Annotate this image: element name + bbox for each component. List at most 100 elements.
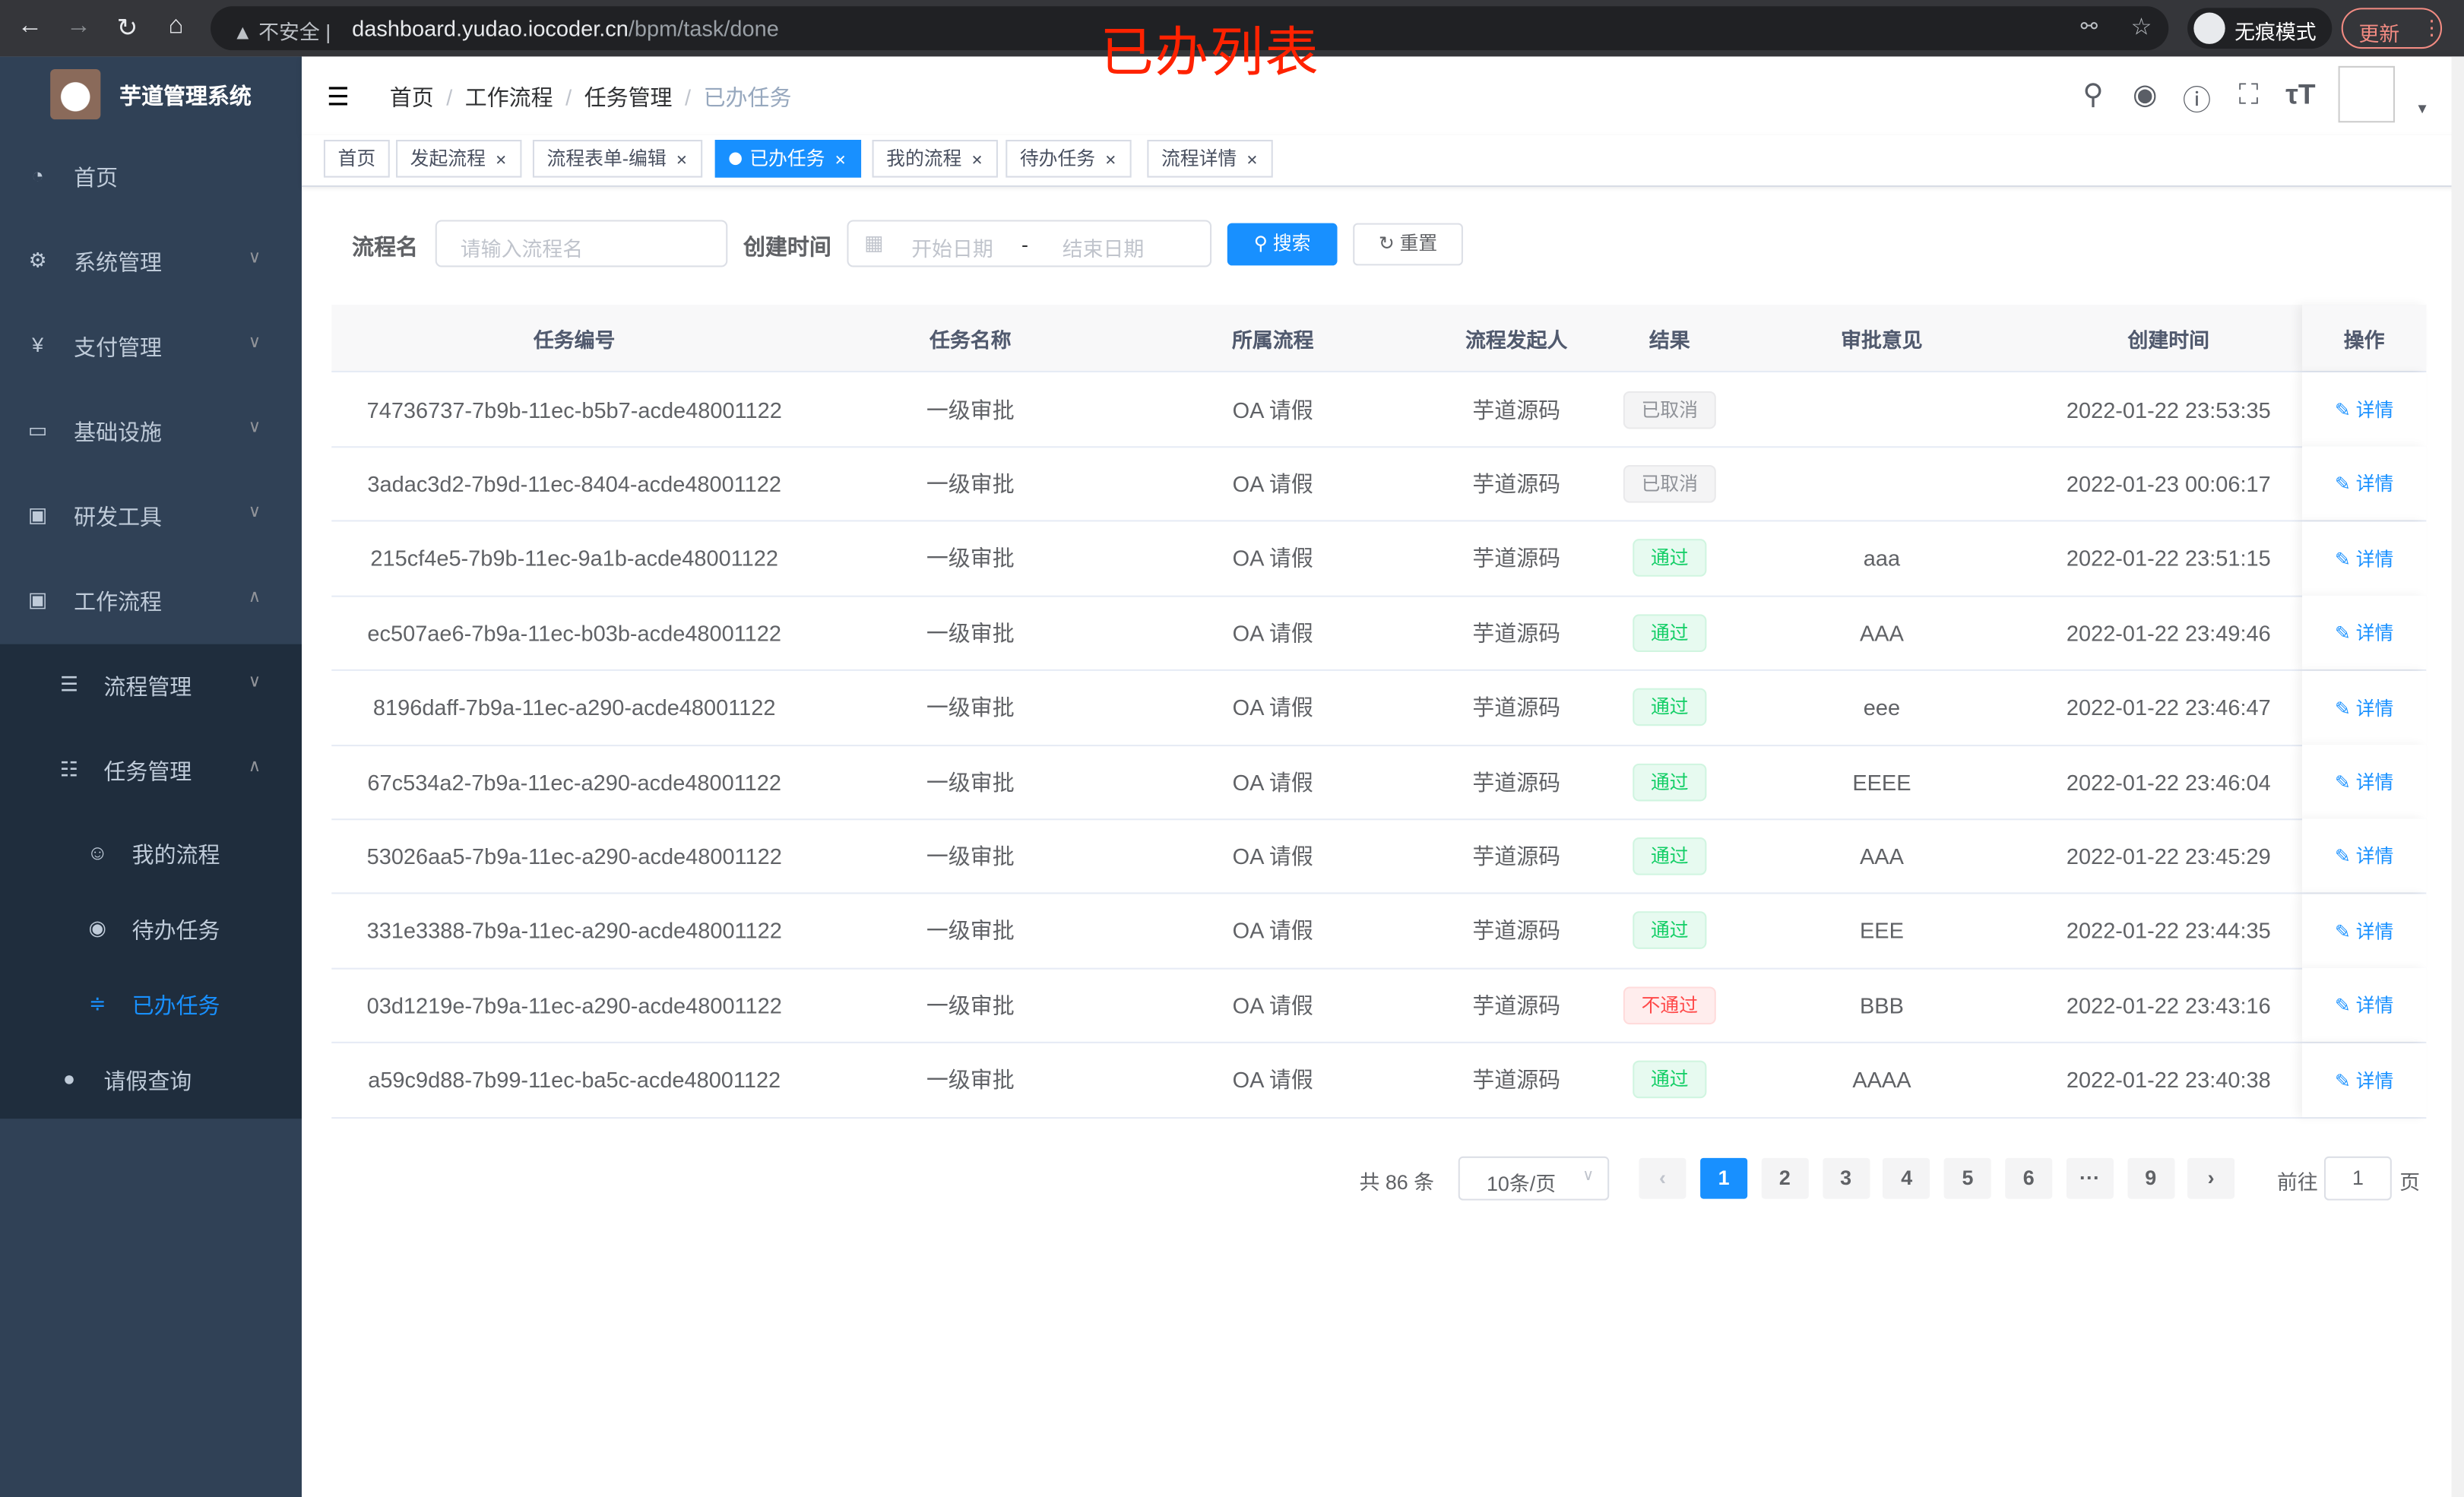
edit-icon: ✎ — [2335, 399, 2356, 422]
goto-page-input[interactable]: 1 — [2323, 1156, 2392, 1201]
edit-icon: ✎ — [2335, 920, 2356, 943]
cell-text: OA 请假 — [1232, 620, 1313, 646]
detail-button[interactable]: ✎ 详情 — [2335, 694, 2393, 720]
page-scrollbar[interactable] — [2451, 56, 2464, 1497]
github-icon[interactable]: ◉ — [2133, 78, 2158, 110]
chevron-down-icon: ∨ — [248, 248, 261, 267]
back-icon[interactable]: ← — [17, 12, 43, 40]
user-icon: ● — [62, 1066, 76, 1090]
next-page-button[interactable]: › — [2187, 1157, 2235, 1199]
url-path: /bpm/task/done — [628, 15, 779, 41]
fullscreen-icon[interactable]: ⛶ — [2238, 78, 2259, 110]
sidebar-subitem-0[interactable]: ☰ 流程管理 ∨ — [0, 644, 302, 730]
cell-process: OA 请假 — [1123, 596, 1422, 669]
page-button[interactable]: 1 — [1700, 1157, 1748, 1199]
close-icon[interactable]: ✕ — [1104, 152, 1117, 169]
star-icon[interactable]: ☆ — [2130, 14, 2152, 41]
sidebar-subitem-3[interactable]: ◉ 待办任务 — [0, 892, 302, 967]
close-icon[interactable]: ✕ — [971, 152, 983, 169]
cell-id: 8196daff-7b9a-11ec-a290-acde48001122 — [331, 670, 817, 744]
caret-down-icon[interactable]: ▼ — [2415, 100, 2430, 117]
tag-4[interactable]: 我的流程 ✕ — [872, 140, 998, 178]
sidebar-subitem-4[interactable]: ≑ 已办任务 — [0, 968, 302, 1043]
detail-button[interactable]: ✎ 详情 — [2335, 545, 2393, 571]
insecure-indicator[interactable]: ▲ 不安全 | — [233, 20, 331, 44]
cell-text: EEEE — [1852, 769, 1911, 795]
sidebar-subitem-1[interactable]: ☷ 任务管理 ∧ — [0, 729, 302, 814]
incognito-badge[interactable]: 无痕模式 — [2187, 8, 2333, 49]
detail-button[interactable]: ✎ 详情 — [2335, 470, 2393, 497]
prev-page-button[interactable]: ‹ — [1639, 1157, 1686, 1199]
detail-button[interactable]: ✎ 详情 — [2335, 843, 2393, 869]
key-icon[interactable]: ⚯ — [2080, 14, 2098, 38]
close-icon[interactable]: ✕ — [1246, 152, 1259, 169]
cell-result: 已取消 — [1610, 372, 1728, 446]
page-size-select[interactable]: 10条/页 ∨ — [1458, 1156, 1610, 1201]
breadcrumb-item[interactable]: 首页 — [389, 84, 434, 110]
page-button[interactable]: 3 — [1822, 1157, 1870, 1199]
tag-1[interactable]: 发起流程 ✕ — [396, 140, 521, 178]
column-header: 结果 — [1648, 328, 1690, 352]
cell-text: 芋道源码 — [1472, 843, 1561, 869]
search-icon[interactable]: ⚲ — [2082, 78, 2104, 110]
forward-icon[interactable]: → — [65, 12, 91, 40]
tag-6[interactable]: 流程详情 ✕ — [1147, 140, 1272, 178]
page-button[interactable]: 2 — [1761, 1157, 1809, 1199]
cell-name: 一级审批 — [817, 521, 1123, 595]
start-date-input[interactable]: 开始日期 — [911, 237, 993, 261]
address-bar[interactable]: ▲ 不安全 | dashboard.yudao.iocoder.cn/bpm/t… — [211, 6, 2169, 51]
sidebar-item-3[interactable]: ▭ 基础设施 ∨ — [0, 390, 302, 475]
search-button[interactable]: ⚲ 搜索 — [1227, 223, 1338, 266]
tag-0[interactable]: 首页 — [323, 140, 390, 178]
page-button[interactable]: 9 — [2127, 1157, 2174, 1199]
breadcrumb-item[interactable]: 工作流程 — [464, 84, 553, 110]
hamburger-icon[interactable]: ☰ — [327, 84, 350, 112]
cell-action: ✎ 详情 — [2302, 894, 2427, 968]
tag-3[interactable]: 已办任务 ✕ — [714, 140, 861, 178]
close-icon[interactable]: ✕ — [834, 152, 847, 169]
close-icon[interactable]: ✕ — [495, 152, 507, 169]
status-badge: 已取消 — [1623, 390, 1715, 429]
sidebar-item-1[interactable]: ⚙ 系统管理 ∨ — [0, 220, 302, 305]
sidebar-subitem-2[interactable]: ☺ 我的流程 — [0, 817, 302, 892]
close-icon[interactable]: ✕ — [676, 152, 688, 169]
cell-text: 一级审批 — [926, 992, 1015, 1018]
detail-button[interactable]: ✎ 详情 — [2335, 619, 2393, 646]
tag-5[interactable]: 待办任务 ✕ — [1006, 140, 1131, 178]
toolbox-icon: ▣ — [27, 587, 48, 612]
cell-time: 2022-01-22 23:45:29 — [2035, 819, 2302, 893]
font-size-icon[interactable]: τT — [2285, 78, 2316, 110]
cell-text: 2022-01-22 23:46:47 — [2066, 695, 2271, 720]
help-icon[interactable]: ⓘ — [2182, 84, 2212, 117]
update-button[interactable]: 更新 ⋮ — [2341, 8, 2443, 49]
detail-button[interactable]: ✎ 详情 — [2335, 396, 2393, 423]
detail-button[interactable]: ✎ 详情 — [2335, 917, 2393, 944]
process-name-input[interactable]: 请输入流程名 — [435, 220, 728, 267]
end-date-input[interactable]: 结束日期 — [1062, 237, 1145, 261]
cell-comment: AAA — [1728, 819, 2035, 893]
reset-button[interactable]: ↻ 重置 — [1353, 223, 1463, 266]
avatar[interactable] — [2338, 65, 2396, 123]
tag-2[interactable]: 流程表单-编辑 ✕ — [532, 140, 702, 178]
sidebar-item-5[interactable]: ▣ 工作流程 ∧ — [0, 559, 302, 644]
home-icon[interactable]: ⌂ — [168, 12, 184, 40]
detail-button[interactable]: ✎ 详情 — [2335, 992, 2393, 1018]
date-range-picker[interactable]: ▦ 开始日期 - 结束日期 — [847, 220, 1212, 267]
detail-button[interactable]: ✎ 详情 — [2335, 1066, 2393, 1093]
detail-button[interactable]: ✎ 详情 — [2335, 768, 2393, 795]
sidebar-item-2[interactable]: ¥ 支付管理 ∨ — [0, 305, 302, 390]
reload-icon[interactable]: ↻ — [116, 15, 138, 43]
page-button[interactable]: 5 — [1944, 1157, 1992, 1199]
sidebar-subitem-5[interactable]: ● 请假查询 — [0, 1043, 302, 1119]
app-title: 芋道管理系统 — [119, 83, 252, 109]
more-pages-button[interactable]: ··· — [2066, 1157, 2114, 1199]
sidebar-item-4[interactable]: ▣ 研发工具 ∨ — [0, 474, 302, 559]
cell-text: 芋道源码 — [1472, 695, 1561, 720]
cell-time: 2022-01-22 23:51:15 — [2035, 521, 2302, 595]
page-button[interactable]: 4 — [1883, 1157, 1930, 1199]
cell-comment: AAAA — [1728, 1043, 2035, 1116]
page-button[interactable]: 6 — [2005, 1157, 2053, 1199]
breadcrumb-item[interactable]: 任务管理 — [584, 84, 673, 110]
cell-id: ec507ae6-7b9a-11ec-b03b-acde48001122 — [331, 596, 817, 669]
sidebar-item-0[interactable]: ◔ 首页 — [0, 135, 302, 220]
